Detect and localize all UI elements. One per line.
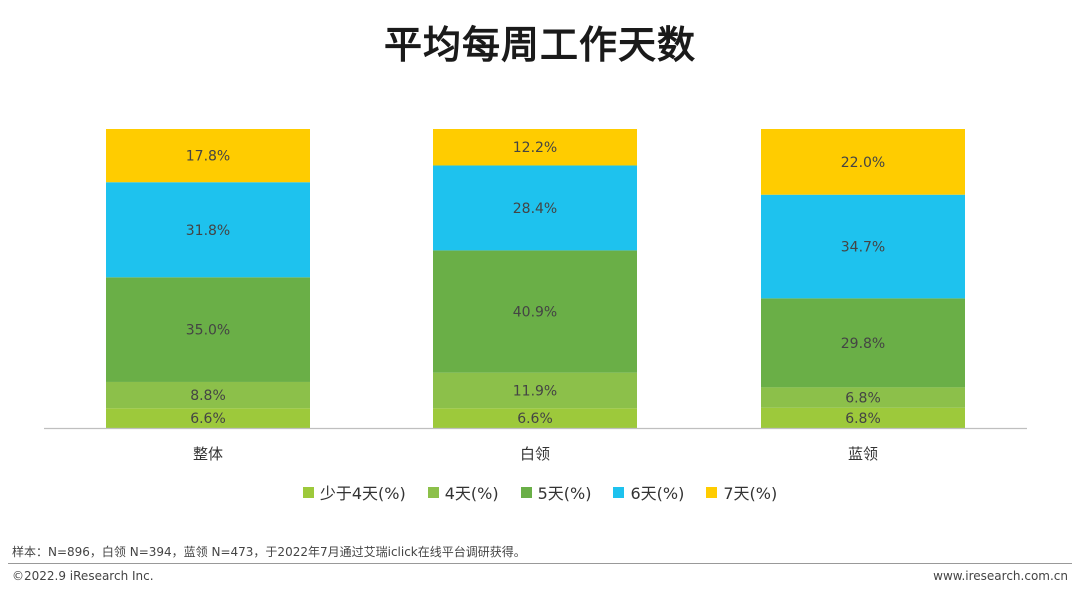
data-label: 28.4% — [513, 201, 557, 217]
data-label: 35.0% — [186, 323, 230, 339]
bar-segment — [433, 165, 637, 251]
bar-segment — [761, 298, 965, 388]
data-label: 6.8% — [845, 411, 881, 427]
chart-legend: 少于4天(%) 4天(%) 5天(%) 6天(%) 7天(%) — [0, 480, 1080, 504]
bar-segment — [433, 250, 637, 373]
data-label: 8.8% — [190, 388, 226, 404]
bar-segment — [106, 129, 310, 183]
sample-footnote: 样本：N=896，白领 N=394，蓝领 N=473，于2022年7月通过艾瑞i… — [12, 545, 526, 559]
legend-swatch — [613, 486, 625, 498]
data-label: 17.8% — [186, 149, 230, 165]
bar-segment — [761, 194, 965, 299]
legend-item: 5天(%) — [520, 480, 592, 504]
legend-item: 少于4天(%) — [302, 480, 406, 504]
bar-segment — [106, 408, 310, 428]
data-label: 11.9% — [513, 383, 557, 399]
legend-label: 5天(%) — [537, 484, 592, 503]
legend-swatch — [302, 486, 314, 498]
legend-item: 4天(%) — [427, 480, 499, 504]
legend-item: 6天(%) — [613, 480, 684, 504]
category-label: 白领 — [520, 445, 550, 463]
bar-segment — [433, 372, 637, 409]
legend-label: 少于4天(%) — [319, 484, 406, 503]
footer-divider — [8, 563, 1072, 564]
bar-segment — [433, 408, 637, 428]
data-label: 22.0% — [841, 155, 885, 171]
data-label: 34.7% — [841, 240, 885, 256]
data-label: 40.9% — [513, 305, 557, 321]
legend-swatch — [520, 486, 532, 498]
bar-segment — [433, 129, 637, 166]
website-text: www.iresearch.com.cn — [933, 569, 1068, 583]
legend-label: 6天(%) — [630, 484, 685, 503]
bar-segment — [106, 381, 310, 409]
data-label: 12.2% — [513, 140, 557, 156]
data-label: 6.8% — [845, 391, 881, 407]
bar-segment — [761, 407, 965, 428]
data-label: 31.8% — [186, 223, 230, 239]
category-label: 蓝领 — [848, 445, 878, 463]
chart-title: 平均每周工作天数 — [383, 23, 696, 67]
bar-segment — [761, 129, 965, 195]
data-label: 6.6% — [190, 411, 226, 427]
legend-label: 4天(%) — [444, 484, 499, 503]
bar-segment — [761, 387, 965, 408]
bar-segment — [106, 182, 310, 278]
legend-label: 7天(%) — [723, 484, 778, 503]
legend-swatch — [706, 486, 718, 498]
stacked-bar-chart: 6.6% 8.8% 35.0% 31.8% 17.8% 整体 6.6% 11.9% 40.9% 2… — [44, 129, 1027, 463]
legend-item: 7天(%) — [706, 480, 777, 504]
data-label: 29.8% — [841, 336, 885, 352]
bar-segment — [106, 277, 310, 382]
copyright-text: ©2022.9 iResearch Inc. — [12, 569, 154, 583]
category-label: 整体 — [193, 445, 223, 463]
legend-swatch — [427, 486, 439, 498]
data-label: 6.6% — [517, 411, 553, 427]
